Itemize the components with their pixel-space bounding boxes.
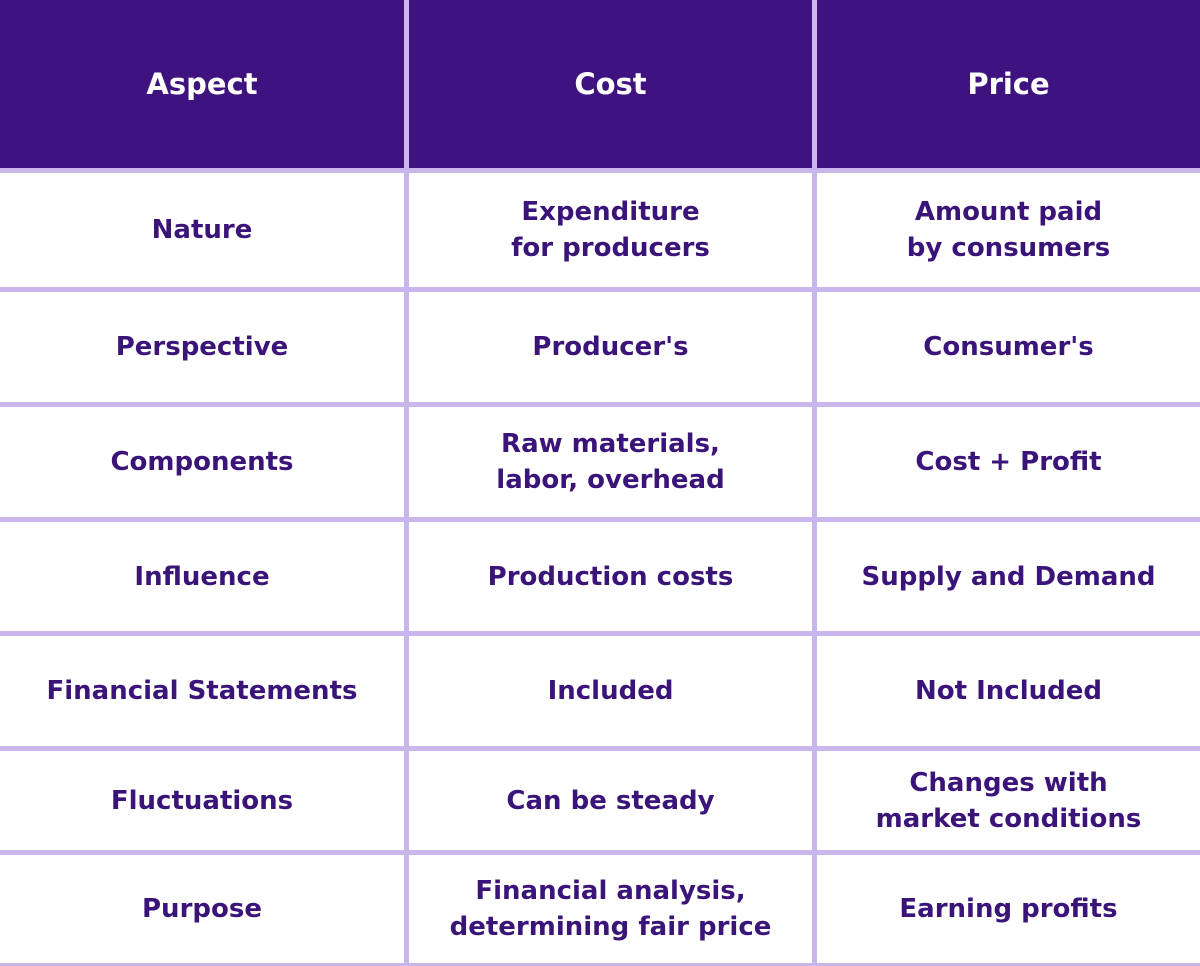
cell-text: Supply and Demand xyxy=(861,561,1156,592)
header-cell: Price xyxy=(817,0,1200,168)
value-cell: Producer's xyxy=(409,292,812,402)
cell-text: Raw materials, xyxy=(501,429,720,459)
value-cell: Production costs xyxy=(409,522,812,631)
cell-text: determining fair price xyxy=(449,912,772,942)
header-cell: Cost xyxy=(409,0,812,168)
cell-text: for producers xyxy=(511,233,710,263)
cell-text: Amount paid xyxy=(914,197,1103,227)
cell-text: Earning profits xyxy=(899,894,1118,924)
value-cell: Raw materials, labor, overhead xyxy=(409,407,812,517)
cell-text: Fluctuations xyxy=(110,785,294,816)
value-cell: Supply and Demand xyxy=(817,522,1200,631)
aspect-cell: Components xyxy=(0,407,404,517)
value-cell: Not Included xyxy=(817,636,1200,746)
value-cell: Amount paid by consumers xyxy=(817,173,1200,287)
value-cell: Cost + Profit xyxy=(817,407,1200,517)
aspect-cell: Purpose xyxy=(0,855,404,963)
cell-text: Perspective xyxy=(115,332,289,362)
cell-text: by consumers xyxy=(906,233,1111,263)
cell-text: market conditions xyxy=(875,803,1142,834)
cell-text: Influence xyxy=(134,561,270,592)
value-cell: Earning profits xyxy=(817,855,1200,963)
cell-text: Can be steady xyxy=(506,785,715,816)
cell-text: Financial Statements xyxy=(46,676,358,706)
aspect-cell: Fluctuations xyxy=(0,751,404,850)
value-cell: Included xyxy=(409,636,812,746)
cell-text: Cost + Profit xyxy=(915,447,1102,477)
aspect-cell: Nature xyxy=(0,173,404,287)
value-cell: Can be steady xyxy=(409,751,812,850)
cell-text: Nature xyxy=(151,215,253,245)
aspect-cell: Perspective xyxy=(0,292,404,402)
cell-text: Production costs xyxy=(487,561,734,592)
cell-text: Changes with xyxy=(909,767,1108,798)
cell-text: Financial analysis, xyxy=(475,876,746,906)
cell-text: labor, overhead xyxy=(496,465,725,495)
cell-text: Components xyxy=(110,447,294,477)
value-cell: Financial analysis, determining fair pric… xyxy=(409,855,812,963)
cell-text: Purpose xyxy=(142,894,262,924)
cell-text: Not Included xyxy=(915,676,1102,706)
header-cell: Aspect xyxy=(0,0,404,168)
cell-text: Producer's xyxy=(532,332,689,362)
aspect-cell: Influence xyxy=(0,522,404,631)
value-cell: Consumer's xyxy=(817,292,1200,402)
aspect-cell: Financial Statements xyxy=(0,636,404,746)
cell-text: Included xyxy=(547,676,674,706)
value-cell: Expenditure for producers xyxy=(409,173,812,287)
cell-text: Expenditure xyxy=(521,197,700,227)
value-cell: Changes with market conditions xyxy=(817,751,1200,850)
cell-text: Consumer's xyxy=(923,332,1094,362)
